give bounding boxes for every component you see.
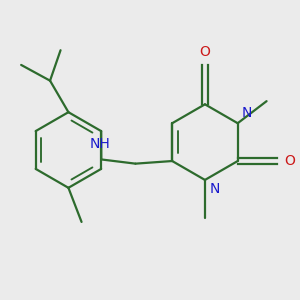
Text: O: O [200,45,210,58]
Text: O: O [284,154,295,168]
Text: N: N [209,182,220,196]
Text: N: N [242,106,252,120]
Text: NH: NH [89,137,110,151]
